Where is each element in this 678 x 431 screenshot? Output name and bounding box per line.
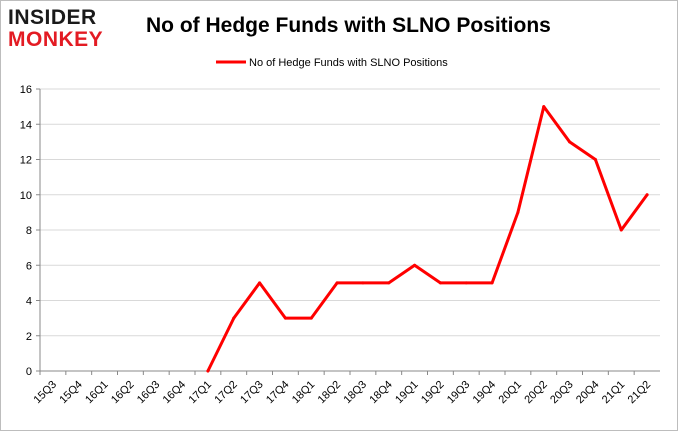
data-point (438, 281, 442, 285)
x-tick-label: 17Q1 (187, 379, 215, 407)
x-tick-label: 20Q3 (548, 379, 576, 407)
data-point (593, 158, 597, 161)
y-tick-label: 2 (26, 331, 32, 343)
x-tick-label: 21Q2 (626, 379, 654, 407)
x-tick-label: 19Q2 (419, 379, 447, 407)
x-tick-label: 16Q1 (83, 379, 111, 407)
series-line-0 (206, 105, 649, 373)
data-point (309, 316, 313, 320)
insider-monkey-logo: INSIDER MONKEY (8, 6, 128, 54)
x-tick-label: 17Q2 (212, 379, 240, 407)
data-point (232, 316, 236, 320)
data-point (413, 263, 417, 267)
x-tick-label: 19Q3 (445, 379, 473, 407)
y-tick-label: 16 (20, 84, 32, 96)
y-tick-label: 0 (26, 366, 32, 378)
x-tick-label: 17Q4 (264, 379, 292, 407)
data-point (335, 281, 339, 285)
x-tick-label: 18Q4 (367, 379, 395, 407)
x-tick-label: 18Q1 (290, 379, 318, 407)
y-tick-label: 4 (26, 296, 32, 308)
logo-line-2: MONKEY (8, 28, 104, 51)
y-tick-label: 8 (26, 225, 32, 237)
x-tick-label: 17Q3 (238, 379, 266, 407)
data-point (283, 316, 287, 320)
data-point (361, 281, 365, 285)
legend-label: No of Hedge Funds with SLNO Positions (249, 57, 448, 69)
data-point (206, 369, 210, 373)
chart-title: No of Hedge Funds with SLNO Positions (146, 14, 551, 37)
x-tick-label: 15Q4 (57, 379, 85, 407)
x-tick-label: 16Q4 (161, 379, 189, 407)
x-tick-label: 16Q3 (135, 379, 163, 407)
y-tick-label: 14 (20, 119, 32, 131)
x-tick-label: 19Q1 (393, 379, 421, 407)
y-tick-label: 10 (20, 190, 32, 202)
x-tick-label: 16Q2 (109, 379, 137, 407)
data-point (387, 281, 391, 285)
data-point (542, 105, 546, 109)
y-tick-label: 6 (26, 260, 32, 272)
data-point (490, 281, 494, 285)
x-tick-label: 15Q3 (32, 379, 60, 407)
x-tick-label: 20Q1 (497, 379, 525, 407)
grid-layer (40, 88, 660, 372)
x-tick-label: 19Q4 (471, 379, 499, 407)
y-tick-label: 12 (20, 155, 32, 167)
series-layer (206, 105, 649, 373)
data-point (645, 193, 649, 197)
data-point (568, 140, 572, 144)
legend: No of Hedge Funds with SLNO Positions (216, 57, 448, 69)
data-point (516, 210, 520, 214)
x-tick-label: 18Q3 (342, 379, 370, 407)
x-tick-label: 21Q1 (600, 379, 628, 407)
x-tick-label: 20Q4 (574, 379, 602, 407)
x-tick-label: 18Q2 (316, 379, 344, 407)
data-point (258, 281, 262, 285)
data-point (619, 228, 623, 232)
x-tick-label: 20Q2 (522, 379, 550, 407)
data-point (464, 281, 468, 285)
logo-line-1: INSIDER (8, 6, 97, 29)
